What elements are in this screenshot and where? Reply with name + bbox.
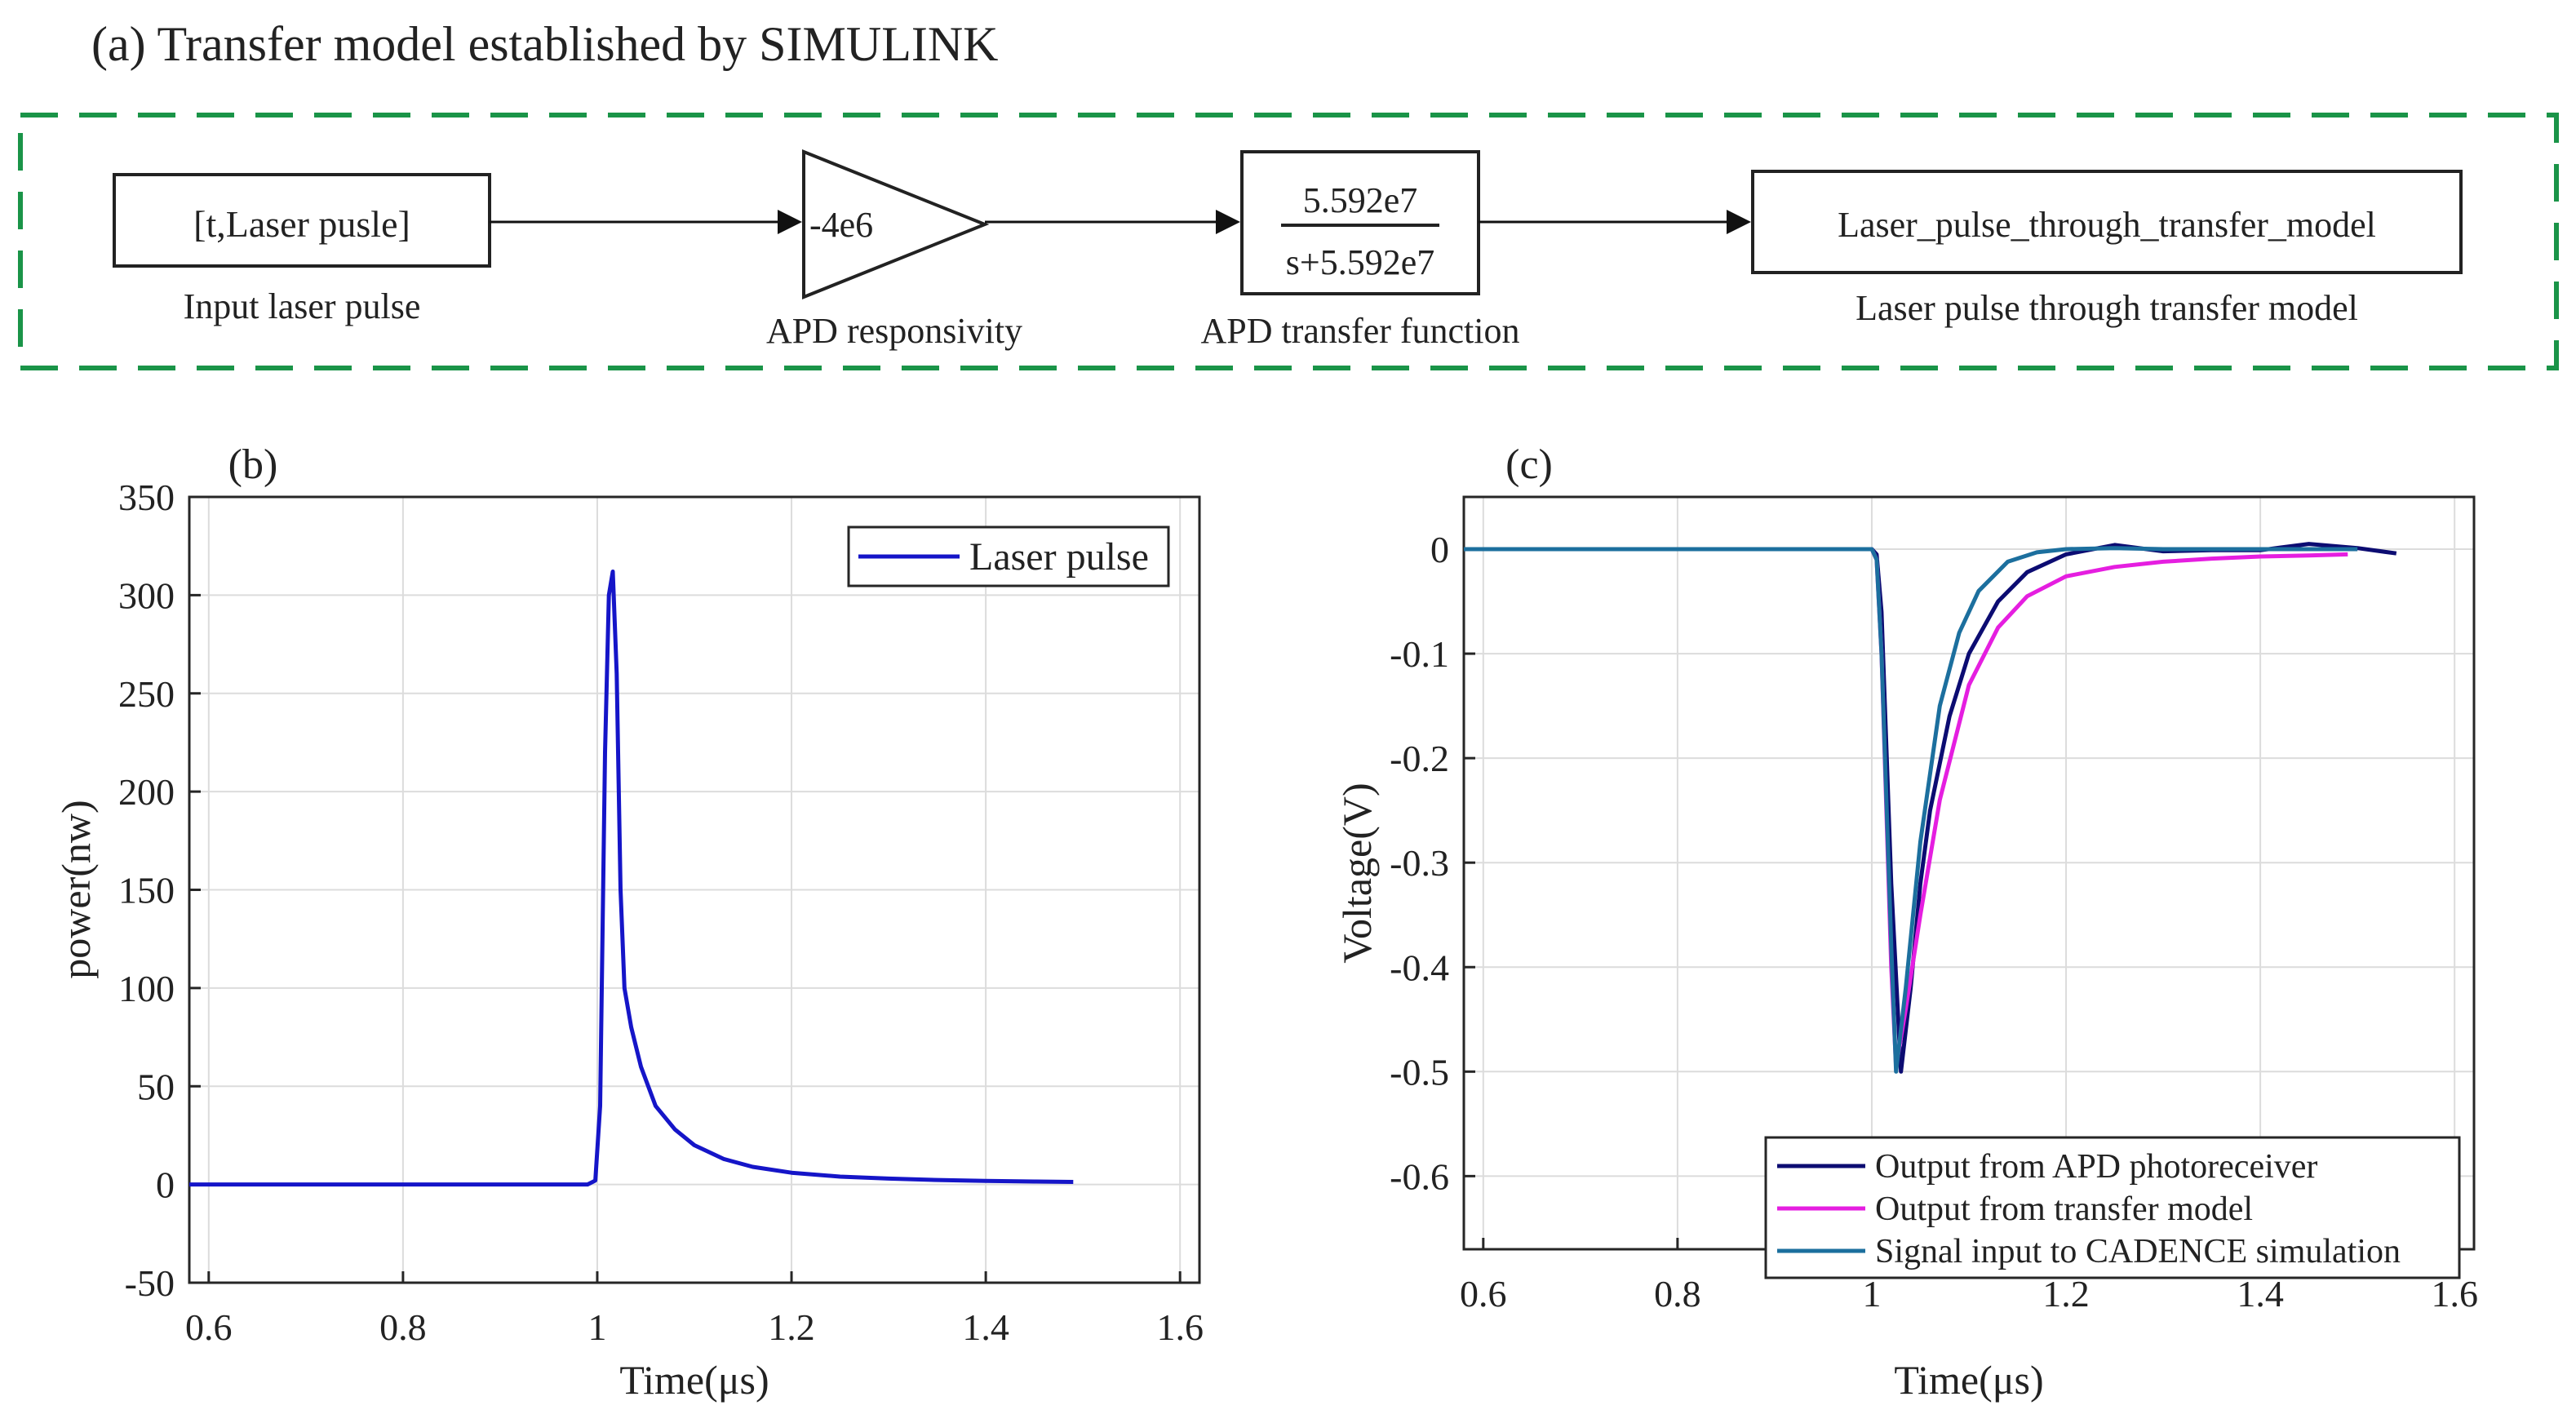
chartB-y-tick-label: 100 [118, 968, 175, 1009]
chartB-x-tick-label: 0.8 [379, 1306, 427, 1348]
output-block-text: Laser_pulse_through_transfer_model [1838, 205, 2376, 245]
chart-c-panel-label: (c) [1505, 441, 1553, 488]
gain-block[interactable] [802, 149, 990, 299]
gain-block-caption: APD responsivity [766, 311, 1022, 351]
chart-b-y-ticks: -50 0 50 100 150 200 250 300 350 [118, 477, 201, 1304]
input-block-caption: Input laser pulse [184, 286, 421, 326]
chartB-series-line-0 [189, 570, 1074, 1187]
chartC-series-line-2 [1464, 546, 2358, 1074]
chartB-y-tick-label: -50 [125, 1262, 175, 1304]
chartB-x-tick-label: 1.4 [962, 1306, 1009, 1348]
panel-a: (a) Transfer model established by SIMULI… [18, 17, 2559, 370]
chartC-x-tick-label: 0.6 [1460, 1273, 1507, 1315]
chart-c-legend-box [1764, 1136, 2461, 1279]
chart-b-x-axis-label: Time(μs) [619, 1357, 769, 1403]
chart-b-series [189, 570, 1074, 1187]
chartC-y-tick-label: -0.2 [1390, 738, 1449, 779]
chartB-y-tick-label: 50 [137, 1066, 175, 1107]
chartC-y-tick-label: -0.3 [1390, 842, 1449, 884]
legend-label-apd-photoreceiver: Output from APD photoreceiver [1875, 1148, 2317, 1186]
chartC-x-tick-label: 1 [1862, 1273, 1881, 1315]
transfer-function-block[interactable] [1240, 150, 1480, 295]
chartC-series-line-0 [1464, 542, 2397, 1074]
gain-block-text: -4e6 [809, 205, 873, 245]
transfer-block-caption: APD transfer function [1200, 311, 1519, 351]
chart-b-x-ticks: 0.6 0.8 1 1.2 1.4 1.6 [185, 1271, 1204, 1348]
input-block[interactable] [113, 173, 491, 268]
chartC-y-tick-label: -0.4 [1390, 947, 1449, 988]
chart-c-x-ticks: 0.6 0.8 1 1.2 1.4 1.6 [1460, 1238, 2478, 1315]
chart-b-y-axis-label: power(nw) [53, 800, 99, 978]
chart-b-grid [189, 496, 1199, 1284]
chart-b-legend: Laser pulse [847, 525, 1170, 588]
chart-b: (b) -50 0 50 100 150 200 250 300 350 0.6 0.8 1 1.2 1… [53, 441, 1204, 1403]
chartB-y-tick-label: 350 [118, 477, 175, 518]
chartB-y-tick-label: 300 [118, 574, 175, 616]
input-block-text: [t,Laser pusle] [193, 203, 410, 245]
chartB-x-tick-label: 0.6 [185, 1306, 233, 1348]
chartB-y-tick-label: 250 [118, 673, 175, 715]
chart-c: (c) 0 -0.1 -0.2 -0.3 -0.4 -0.5 -0.6 0.6 0.8 1 1.2… [1334, 441, 2478, 1403]
chartC-x-tick-label: 1.6 [2431, 1273, 2478, 1315]
transfer-denominator: s+5.592e7 [1286, 242, 1434, 282]
chart-c-x-axis-label: Time(μs) [1894, 1357, 2043, 1403]
chartC-y-tick-label: -0.5 [1390, 1051, 1449, 1093]
chart-c-series [1464, 542, 2397, 1074]
chart-c-y-axis-label: Voltage(V) [1334, 783, 1380, 963]
legend-label-transfer-model: Output from transfer model [1875, 1191, 2253, 1228]
transfer-numerator: 5.592e7 [1303, 180, 1418, 220]
chart-b-panel-label: (b) [228, 441, 278, 488]
output-block[interactable] [1751, 170, 2463, 274]
chart-c-y-ticks: 0 -0.1 -0.2 -0.3 -0.4 -0.5 -0.6 [1390, 529, 1475, 1197]
chartC-y-tick-label: -0.1 [1390, 633, 1449, 675]
chartC-y-tick-label: 0 [1430, 529, 1449, 570]
output-block-caption: Laser pulse through transfer model [1856, 288, 2358, 328]
chart-c-legend: Output from APD photoreceiver Output fro… [1764, 1136, 2461, 1279]
chartB-x-tick-label: 1 [587, 1306, 606, 1348]
chartB-x-tick-label: 1.6 [1156, 1306, 1204, 1348]
chartB-y-tick-label: 200 [118, 771, 175, 813]
legend-label-laser-pulse: Laser pulse [969, 535, 1149, 579]
chartC-x-tick-label: 1.2 [2042, 1273, 2090, 1315]
chartC-y-tick-label: -0.6 [1390, 1155, 1449, 1197]
dashed-border [18, 113, 2559, 370]
panel-a-title: (a) Transfer model established by SIMULI… [91, 17, 999, 71]
chartC-x-tick-label: 0.8 [1654, 1273, 1701, 1315]
chartB-x-tick-label: 1.2 [768, 1306, 815, 1348]
legend-label-cadence-input: Signal input to CADENCE simulation [1875, 1233, 2401, 1270]
chartC-x-tick-label: 1.4 [2237, 1273, 2284, 1315]
chartB-y-tick-label: 0 [156, 1164, 175, 1206]
chartB-y-tick-label: 150 [118, 870, 175, 911]
